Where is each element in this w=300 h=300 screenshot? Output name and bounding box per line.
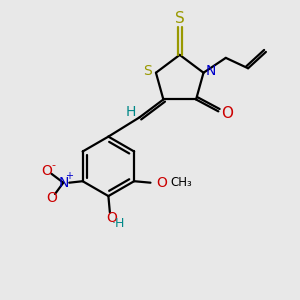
Text: O: O bbox=[46, 190, 57, 205]
Text: N: N bbox=[58, 176, 68, 190]
Text: S: S bbox=[143, 64, 152, 78]
Text: O: O bbox=[41, 164, 52, 178]
Text: H: H bbox=[125, 105, 136, 119]
Text: N: N bbox=[206, 64, 216, 78]
Text: -: - bbox=[52, 160, 56, 170]
Text: CH₃: CH₃ bbox=[171, 176, 192, 189]
Text: O: O bbox=[156, 176, 167, 190]
Text: +: + bbox=[65, 171, 73, 181]
Text: O: O bbox=[106, 212, 117, 225]
Text: S: S bbox=[175, 11, 184, 26]
Text: O: O bbox=[221, 106, 233, 121]
Text: ·H: ·H bbox=[112, 217, 125, 230]
